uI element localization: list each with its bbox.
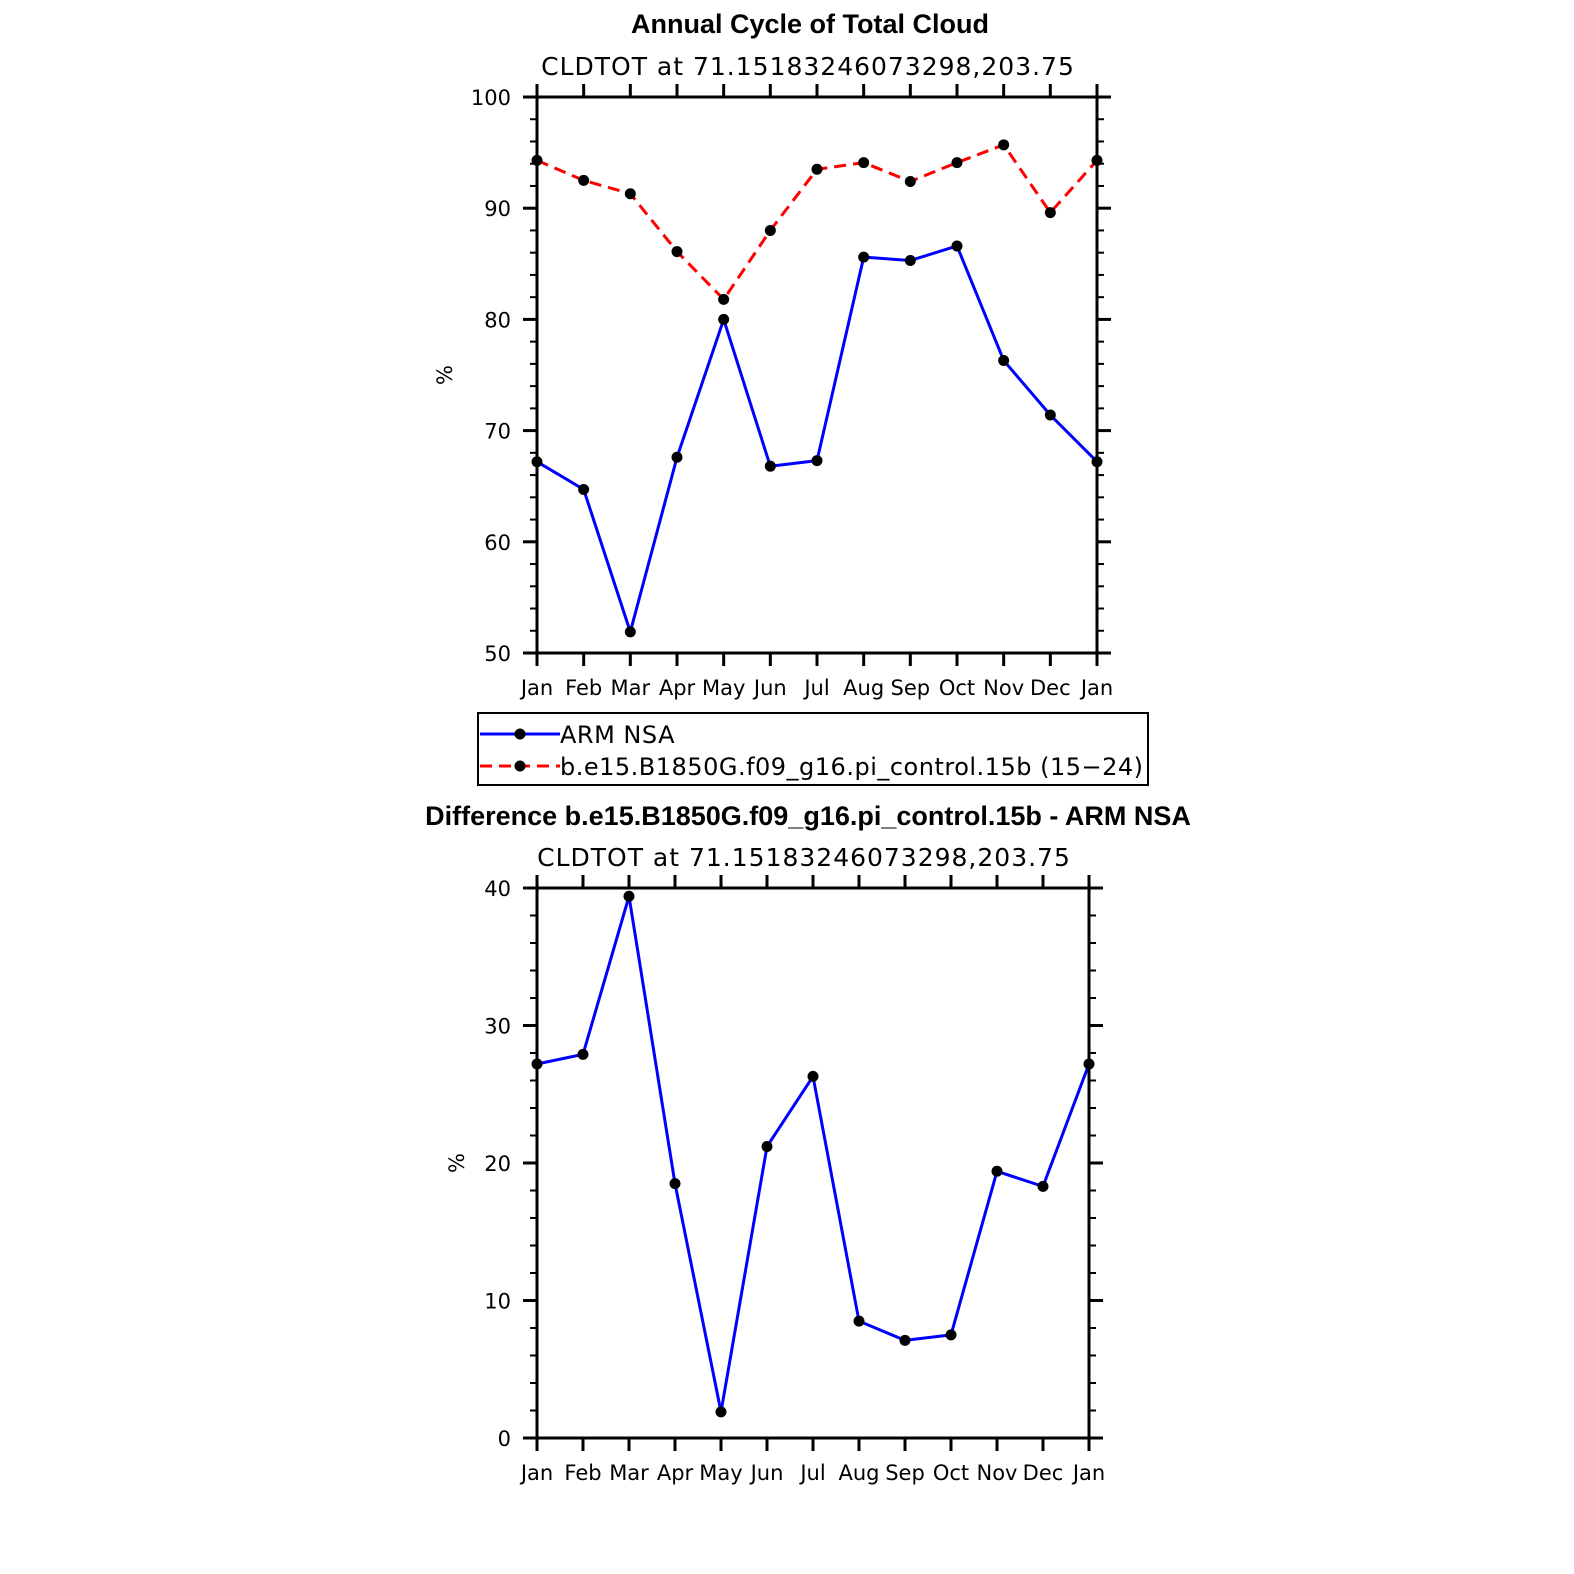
x-tick-label: Jun <box>749 1461 784 1485</box>
x-tick-label: Mar <box>609 1461 649 1485</box>
x-tick-label: Mar <box>611 676 651 700</box>
data-point <box>1044 207 1056 219</box>
y-tick-label: 10 <box>484 1290 511 1314</box>
legend-label-arm-nsa: ARM NSA <box>560 721 675 749</box>
x-tick-label: Aug <box>843 676 884 700</box>
series-line-0 <box>536 244 1099 638</box>
data-point <box>899 1334 911 1346</box>
data-point <box>761 1141 773 1152</box>
data-point <box>578 174 590 186</box>
data-point <box>811 455 823 467</box>
y-tick-label: 90 <box>484 197 511 221</box>
data-point <box>811 163 823 175</box>
y-tick-label: 70 <box>484 420 511 444</box>
legend: ARM NSA b.e15.B1850G.f09_g16.pi_control.… <box>477 712 1149 786</box>
x-tick-label: Jan <box>519 676 553 700</box>
x-tick-label: Feb <box>564 1461 601 1485</box>
data-point <box>671 451 683 463</box>
data-point <box>951 157 963 169</box>
x-tick-label: Nov <box>977 1461 1018 1485</box>
y-axis-label: % <box>433 365 457 385</box>
annual-cycle-chart: Annual Cycle of Total Cloud CLDTOT at 71… <box>433 9 1113 700</box>
legend-box <box>477 712 1149 786</box>
x-tick-label: Dec <box>1023 1461 1064 1485</box>
series-line-0 <box>536 895 1091 1413</box>
data-point <box>998 355 1010 367</box>
data-point <box>807 1070 819 1082</box>
legend-label-model: b.e15.B1850G.f09_g16.pi_control.15b (15−… <box>560 753 1144 781</box>
data-point <box>991 1165 1003 1177</box>
data-point <box>858 157 870 169</box>
data-point <box>577 1048 589 1060</box>
x-tick-label: Jul <box>802 676 829 700</box>
y-axis-label: % <box>445 1153 469 1173</box>
x-tick-label: May <box>699 1461 742 1485</box>
y-tick-label: 60 <box>484 531 511 555</box>
data-point <box>1044 409 1056 421</box>
data-point <box>904 254 916 266</box>
x-tick-label: Jun <box>752 676 787 700</box>
y-tick-label: 100 <box>471 86 511 110</box>
x-tick-label: Jan <box>1079 676 1113 700</box>
data-point <box>715 1406 727 1418</box>
x-tick-label: Feb <box>565 676 602 700</box>
data-point <box>858 251 870 263</box>
data-point <box>951 240 963 252</box>
data-point <box>853 1315 865 1327</box>
data-point <box>764 224 776 236</box>
chart-title: Difference b.e15.B1850G.f09_g16.pi_contr… <box>425 801 1191 831</box>
x-tick-label: Apr <box>659 676 696 700</box>
x-tick-label: Jul <box>798 1461 825 1485</box>
y-tick-label: 20 <box>484 1152 511 1176</box>
series-layer <box>531 890 1095 1418</box>
plot-frame <box>535 886 1091 1440</box>
data-point <box>945 1329 957 1341</box>
x-tick-label: Jan <box>1071 1461 1105 1485</box>
data-point <box>624 626 636 638</box>
chart-title: Annual Cycle of Total Cloud <box>631 9 989 39</box>
chart-subtitle: CLDTOT at 71.15183246073298,203.75 <box>541 52 1075 81</box>
y-tick-label: 30 <box>484 1015 511 1039</box>
legend-marker-model <box>514 760 526 772</box>
x-tick-label: Sep <box>885 1461 925 1485</box>
tick-labels: Jan Feb Mar Apr May Jun Jul Aug Sep Oct Nov Dec Jan 5… <box>471 86 1113 700</box>
legend-marker-arm-nsa <box>514 728 526 740</box>
y-tick-label: 40 <box>484 877 511 901</box>
data-point <box>718 293 730 305</box>
x-tick-label: Apr <box>657 1461 694 1485</box>
chart-subtitle: CLDTOT at 71.15183246073298,203.75 <box>537 843 1071 872</box>
x-tick-label: May <box>702 676 745 700</box>
data-point <box>904 176 916 188</box>
x-tick-label: Sep <box>891 676 931 700</box>
series-layer <box>531 139 1103 638</box>
data-point <box>1037 1180 1049 1192</box>
y-tick-label: 80 <box>484 308 511 332</box>
y-tick-label: 50 <box>484 642 511 666</box>
data-point <box>718 313 730 325</box>
x-tick-label: Nov <box>983 676 1024 700</box>
tick-labels: Jan Feb Mar Apr May Jun Jul Aug Sep Oct Nov Dec Jan 0… <box>484 877 1105 1485</box>
plot-frame <box>535 95 1099 655</box>
x-tick-label: Dec <box>1030 676 1071 700</box>
data-point <box>998 139 1010 151</box>
data-point <box>764 460 776 472</box>
x-tick-label: Oct <box>933 1461 969 1485</box>
data-point <box>669 1178 681 1190</box>
data-point <box>671 246 683 258</box>
data-point <box>578 484 590 496</box>
x-tick-label: Jan <box>519 1461 553 1485</box>
difference-chart: Difference b.e15.B1850G.f09_g16.pi_contr… <box>425 801 1191 1485</box>
data-point <box>623 890 635 902</box>
data-point <box>624 188 636 200</box>
x-tick-label: Aug <box>838 1461 879 1485</box>
y-tick-label: 0 <box>498 1427 511 1451</box>
x-tick-label: Oct <box>939 676 975 700</box>
